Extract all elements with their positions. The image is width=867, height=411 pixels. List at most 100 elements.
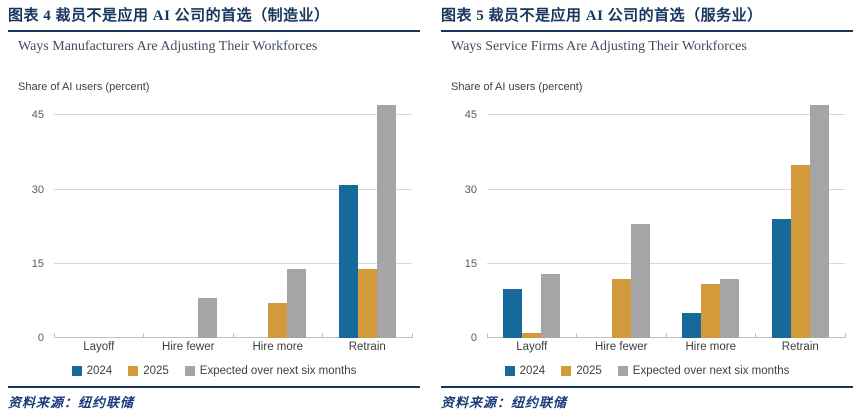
bar-group-hire-fewer xyxy=(577,102,667,338)
bar-expected-over-next-six-months-hire-more xyxy=(720,278,740,338)
bar-2025-hire-more xyxy=(701,283,721,338)
x-axis-tick xyxy=(755,333,756,338)
grouped-bar-chart-services: 0 15 30 45 xyxy=(465,102,846,344)
legend-label: 2024 xyxy=(86,365,113,377)
gridline-30 xyxy=(54,188,412,190)
y-axis-tick-label: 0 xyxy=(470,332,477,344)
bar-expected-over-next-six-months-layoff xyxy=(541,273,561,338)
figure-caption-cn: 图表 5 裁员不是应用 AI 公司的首选（服务业） xyxy=(441,8,763,24)
bar-expected-over-next-six-months-retrain xyxy=(809,105,829,338)
gridline-30 xyxy=(487,188,845,190)
chart-legend: 2024 2025 Expected over next six months xyxy=(441,365,853,377)
legend-item-2024: 2024 xyxy=(504,365,546,377)
bar-2025-layoff xyxy=(522,333,542,338)
y-axis-tick-label: 45 xyxy=(31,109,44,122)
bar-2024-layoff xyxy=(503,288,523,338)
x-axis-labels: Layoff Hire fewer Hire more Retrain xyxy=(487,341,845,353)
x-axis-label-retrain: Retrain xyxy=(781,341,819,353)
legend-swatch-2025 xyxy=(561,366,572,376)
source-value: 纽约联储 xyxy=(78,395,135,410)
figure-panel-services: 图表 5 裁员不是应用 AI 公司的首选（服务业） Ways Service F… xyxy=(433,0,866,410)
source-note: 资料来源：纽约联储 xyxy=(441,392,853,411)
bar-2025-retrain xyxy=(357,268,377,338)
bar-expected-over-next-six-months-hire-fewer xyxy=(630,224,650,338)
x-axis-tick xyxy=(576,333,577,338)
legend-item-2025: 2025 xyxy=(128,365,169,377)
x-axis-tick xyxy=(53,333,55,338)
bar-groups xyxy=(54,102,412,338)
source-label: 资料来源： xyxy=(441,395,512,410)
bar-groups xyxy=(487,102,845,338)
bar-expected-over-next-six-months-hire-more xyxy=(287,268,307,338)
gridline-45 xyxy=(54,114,412,116)
footer-rule xyxy=(441,386,853,388)
x-axis-label-retrain: Retrain xyxy=(348,341,386,353)
legend-item-2024: 2024 xyxy=(71,365,113,377)
bar-group-retrain xyxy=(323,102,413,338)
legend-item-expected-over-next-six-months: Expected over next six months xyxy=(184,365,357,377)
source-value: 纽约联储 xyxy=(511,395,568,410)
legend-item-expected-over-next-six-months: Expected over next six months xyxy=(617,365,790,377)
bar-group-retrain xyxy=(756,102,846,338)
grouped-bar-chart-manufacturing: 0 15 30 45 xyxy=(32,102,413,344)
caption-underline xyxy=(441,30,853,32)
x-axis-tick xyxy=(143,333,144,338)
x-axis-label-hire-more: Hire more xyxy=(252,341,303,353)
y-axis-tick-label: 15 xyxy=(464,257,477,270)
bar-2024-hire-more xyxy=(682,313,702,338)
bar-group-hire-more xyxy=(233,102,323,338)
legend-swatch-expected-over-next-six-months xyxy=(184,366,195,376)
x-axis-label-layoff: Layoff xyxy=(516,341,548,353)
y-axis-tick-label: 45 xyxy=(464,109,477,122)
gridline-15 xyxy=(54,262,412,264)
x-axis-label-layoff: Layoff xyxy=(83,341,115,353)
bar-expected-over-next-six-months-retrain xyxy=(376,105,396,338)
x-axis-tick xyxy=(232,333,234,338)
bar-group-hire-more xyxy=(666,102,756,338)
gridline-45 xyxy=(487,114,845,116)
chart-title: Ways Manufacturers Are Adjusting Their W… xyxy=(18,39,318,54)
x-axis-tick xyxy=(486,333,488,338)
source-label: 资料来源： xyxy=(8,395,79,410)
figure-panel-manufacturing: 图表 4 裁员不是应用 AI 公司的首选（制造业） Ways Manufactu… xyxy=(0,0,433,410)
bar-group-layoff xyxy=(54,102,144,338)
x-axis-tick xyxy=(411,333,413,338)
x-axis-label-hire-fewer: Hire fewer xyxy=(595,341,648,353)
bar-2024-retrain xyxy=(771,219,791,338)
legend-swatch-2025 xyxy=(128,366,139,376)
y-axis-unit-note: Share of AI users (percent) xyxy=(451,81,583,93)
x-axis-labels: Layoff Hire fewer Hire more Retrain xyxy=(54,341,412,353)
legend-swatch-2024 xyxy=(71,366,82,376)
y-axis-tick-label: 0 xyxy=(37,332,44,344)
legend-item-2025: 2025 xyxy=(561,365,602,377)
y-axis-unit-note: Share of AI users (percent) xyxy=(18,81,150,93)
legend-swatch-expected-over-next-six-months xyxy=(617,366,628,376)
legend-swatch-2024 xyxy=(504,366,515,376)
source-note: 资料来源：纽约联储 xyxy=(8,392,420,411)
bar-2025-retrain xyxy=(790,164,810,338)
bar-group-layoff xyxy=(487,102,577,338)
bar-2025-hire-more xyxy=(268,303,288,338)
y-axis-tick-label: 15 xyxy=(31,257,44,270)
x-axis-label-hire-fewer: Hire fewer xyxy=(162,341,215,353)
bar-2025-hire-fewer xyxy=(611,278,631,338)
chart-title: Ways Service Firms Are Adjusting Their W… xyxy=(451,39,747,54)
legend-label: Expected over next six months xyxy=(199,365,357,377)
gridline-15 xyxy=(487,262,845,264)
footer-rule xyxy=(8,386,420,388)
legend-label: 2025 xyxy=(576,365,602,377)
x-axis-tick xyxy=(665,333,667,338)
caption-underline xyxy=(8,30,420,32)
legend-label: 2024 xyxy=(519,365,546,377)
legend-label: 2025 xyxy=(143,365,169,377)
legend-label: Expected over next six months xyxy=(632,365,790,377)
bar-expected-over-next-six-months-hire-fewer xyxy=(197,298,217,338)
figure-caption-cn: 图表 4 裁员不是应用 AI 公司的首选（制造业） xyxy=(8,8,330,24)
y-axis-tick-label: 30 xyxy=(31,183,44,196)
bar-2024-retrain xyxy=(338,184,358,338)
x-axis-tick xyxy=(322,333,323,338)
chart-legend: 2024 2025 Expected over next six months xyxy=(8,365,420,377)
bar-group-hire-fewer xyxy=(144,102,234,338)
y-axis-tick-label: 30 xyxy=(464,183,477,196)
